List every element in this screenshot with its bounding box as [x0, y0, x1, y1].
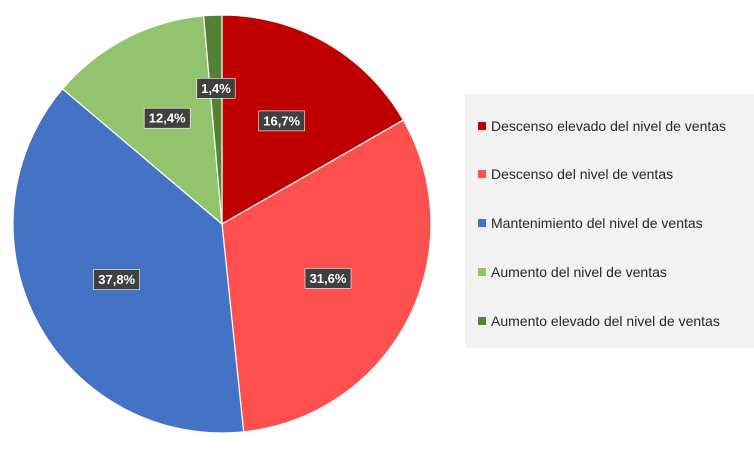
pie-slice-aumento-elevado-del-nivel-de-ventas [202, 14, 223, 225]
legend-item-descenso-del-nivel-de-ventas: Descenso del nivel de ventas [478, 164, 673, 184]
legend-swatch [478, 122, 486, 130]
legend-item-mantenimiento-del-nivel-de-ventas: Mantenimiento del nivel de ventas [478, 213, 703, 233]
legend-swatch [478, 268, 486, 276]
data-label-text: 16,7% [263, 113, 300, 128]
data-label-text: 12,4% [149, 111, 186, 126]
legend-swatch [478, 170, 486, 178]
legend: Descenso elevado del nivel de ventas Desc… [465, 94, 754, 348]
data-label-mantenimiento-del-nivel-de-ventas: 37,8% [93, 269, 140, 290]
pie-slice-aumento-del-nivel-de-ventas [61, 15, 223, 226]
pie-slice-descenso-elevado-del-nivel-de-ventas [221, 14, 405, 226]
data-label-text: 31,6% [310, 271, 347, 286]
data-label-text: 37,8% [98, 272, 135, 287]
legend-label: Mantenimiento del nivel de ventas [491, 215, 703, 231]
legend-label: Aumento elevado del nivel de ventas [491, 313, 720, 329]
data-label-text: 1,4% [201, 81, 231, 96]
data-label-descenso-elevado-del-nivel-de-ventas: 16,7% [258, 110, 306, 132]
legend-item-descenso-elevado-del-nivel-de-ventas: Descenso elevado del nivel de ventas [478, 116, 726, 136]
pie-slice-mantenimiento-del-nivel-de-ventas [12, 88, 245, 434]
data-label-aumento-elevado-del-nivel-de-ventas: 1,4% [196, 78, 236, 99]
data-label-descenso-del-nivel-de-ventas: 31,6% [304, 267, 352, 289]
legend-item-aumento-del-nivel-de-ventas: Aumento del nivel de ventas [478, 262, 667, 282]
legend-swatch [478, 219, 486, 227]
legend-item-aumento-elevado-del-nivel-de-ventas: Aumento elevado del nivel de ventas [478, 311, 720, 331]
legend-label: Descenso elevado del nivel de ventas [491, 118, 727, 134]
legend-label: Descenso del nivel de ventas [491, 166, 674, 182]
data-label-aumento-del-nivel-de-ventas: 12,4% [143, 107, 191, 129]
legend-swatch [478, 317, 486, 325]
legend-label: Aumento del nivel de ventas [491, 264, 667, 280]
